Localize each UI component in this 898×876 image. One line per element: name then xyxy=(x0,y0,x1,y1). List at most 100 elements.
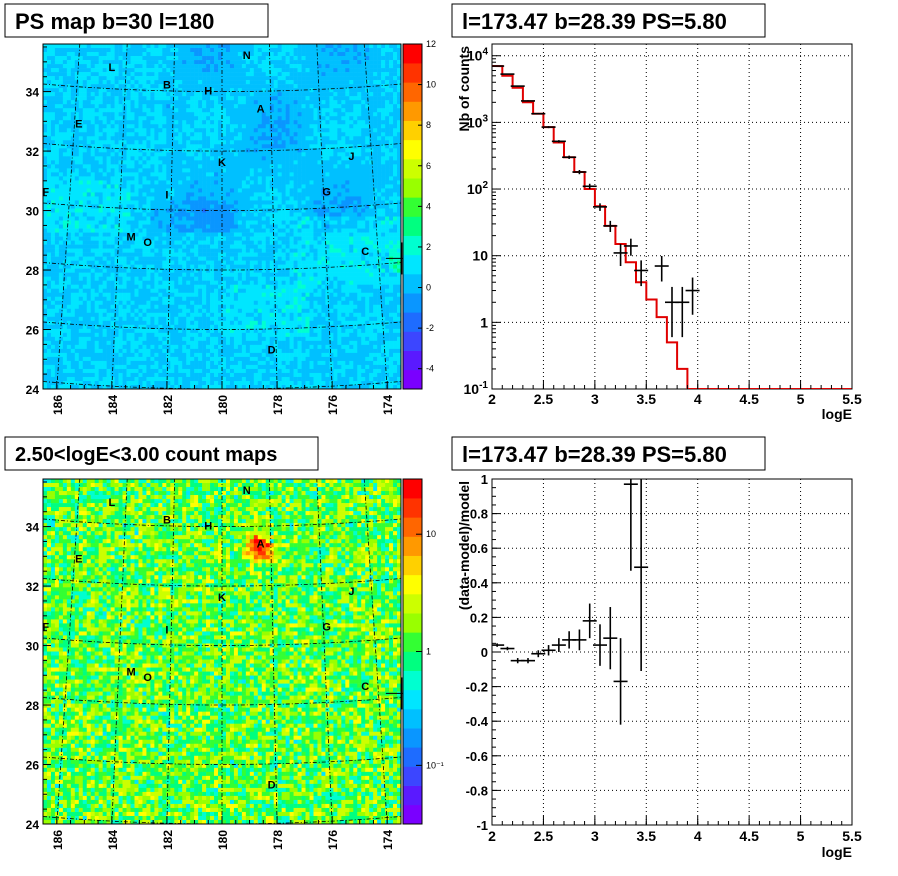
y-tick-label: 24 xyxy=(26,818,40,832)
y-tick-label: 32 xyxy=(26,145,40,159)
x-tick-label: 180 xyxy=(216,395,230,415)
y-tick-label: 34 xyxy=(26,521,40,535)
y-tick-label: -0.6 xyxy=(466,749,488,764)
source-label-d: D xyxy=(268,779,276,791)
source-label-l: L xyxy=(108,62,115,74)
colorbar-cell xyxy=(403,652,422,671)
y-tick-label: 1 xyxy=(481,472,488,487)
y-tick-label: -0.2 xyxy=(466,680,488,695)
x-tick-label: 2.5 xyxy=(534,391,554,407)
colorbar-cell xyxy=(403,236,422,255)
colorbar-label: 6 xyxy=(426,161,431,171)
source-label-m: M xyxy=(127,231,136,243)
plot-frame xyxy=(492,44,852,389)
source-label-m: M xyxy=(127,666,136,678)
colorbar-label: 10 xyxy=(426,80,436,90)
colorbar-cell xyxy=(403,255,422,274)
source-label-k: K xyxy=(218,592,226,604)
residual-point xyxy=(500,647,514,650)
y-tick-label: 0.6 xyxy=(470,541,488,556)
x-tick-label: 4 xyxy=(694,391,702,407)
colorbar-label: 0 xyxy=(426,283,431,293)
residual-point xyxy=(614,638,628,725)
source-label-b: B xyxy=(163,515,171,527)
title-count-map: 2.50<logE<3.00 count maps xyxy=(15,444,277,466)
y-tick-label: 30 xyxy=(26,205,40,219)
colorbar-cell xyxy=(403,197,422,216)
colorbar-cell xyxy=(403,159,422,178)
source-label-e: E xyxy=(75,553,82,565)
x-tick-label: 5 xyxy=(797,828,805,844)
x-tick-label: 174 xyxy=(381,830,395,850)
colorbar-cell xyxy=(403,121,422,140)
source-label-a: A xyxy=(257,538,265,550)
colorbar-label: 10 xyxy=(426,529,436,539)
colorbar-cell xyxy=(403,293,422,312)
x-tick-label: 178 xyxy=(271,395,285,415)
colorbar-cell xyxy=(403,709,422,728)
x-axis-label: logE xyxy=(822,844,852,860)
x-tick-label: 176 xyxy=(326,395,340,415)
y-axis-label: (data-model)/model xyxy=(456,481,472,610)
residual-point xyxy=(583,604,597,639)
source-label-c: C xyxy=(361,246,369,258)
y-tick-label: -0.4 xyxy=(466,714,489,729)
source-label-h: H xyxy=(204,521,212,533)
y-tick-label: 26 xyxy=(26,324,40,338)
x-tick-label: 182 xyxy=(161,395,175,415)
source-label-n: N xyxy=(243,50,251,62)
y-tick-label: 32 xyxy=(26,580,40,594)
x-tick-label: 180 xyxy=(216,830,230,850)
colorbar-label: 4 xyxy=(426,201,431,211)
colorbar-cell xyxy=(403,594,422,613)
colorbar-cell xyxy=(403,274,422,293)
x-tick-label: 184 xyxy=(106,395,120,415)
residual-point xyxy=(521,658,535,663)
colorbar-cell xyxy=(403,217,422,236)
colorbar-cell xyxy=(403,671,422,690)
data-point xyxy=(675,287,689,337)
source-label-e: E xyxy=(75,118,82,130)
colorbar-cell xyxy=(403,44,422,63)
y-tick-label: 0.4 xyxy=(470,576,489,591)
colorbar-cell xyxy=(403,690,422,709)
colorbar-label: 8 xyxy=(426,120,431,130)
colorbar-label: 10⁻¹ xyxy=(426,760,444,770)
x-axis-label: logE xyxy=(822,406,852,422)
source-label-a: A xyxy=(257,103,265,115)
y-tick-label: 24 xyxy=(26,383,40,397)
x-tick-label: 2 xyxy=(488,391,496,407)
colorbar-cell xyxy=(403,82,422,101)
y-tick-label: 28 xyxy=(26,699,40,713)
y-tick-label: 10-1 xyxy=(464,380,489,397)
source-label-f: F xyxy=(42,622,49,634)
colorbar-cell xyxy=(403,747,422,766)
colorbar-label: -2 xyxy=(426,323,434,333)
data-point xyxy=(511,86,525,87)
colorbar-cell xyxy=(403,728,422,747)
y-tick-label: -1 xyxy=(476,818,488,833)
y-tick-label: 30 xyxy=(26,640,40,654)
colorbar-cell xyxy=(403,805,422,824)
colorbar-cell xyxy=(403,556,422,575)
colorbar-cell xyxy=(403,102,422,121)
colorbar-cell xyxy=(403,332,422,351)
colorbar-label: -4 xyxy=(426,364,434,374)
residual-point xyxy=(572,630,586,651)
data-point xyxy=(542,126,556,128)
source-label-b: B xyxy=(163,80,171,92)
data-point xyxy=(655,256,669,282)
residual-point xyxy=(603,607,617,669)
colorbar-cell xyxy=(403,370,422,389)
y-tick-label: 1 xyxy=(480,314,488,330)
model-step-line xyxy=(492,66,852,389)
y-tick-label: 26 xyxy=(26,759,40,773)
source-label-i: I xyxy=(165,190,168,202)
colorbar-cell xyxy=(403,575,422,594)
title-spectrum: l=173.47 b=28.39 PS=5.80 xyxy=(462,9,727,34)
source-label-o: O xyxy=(143,237,152,249)
